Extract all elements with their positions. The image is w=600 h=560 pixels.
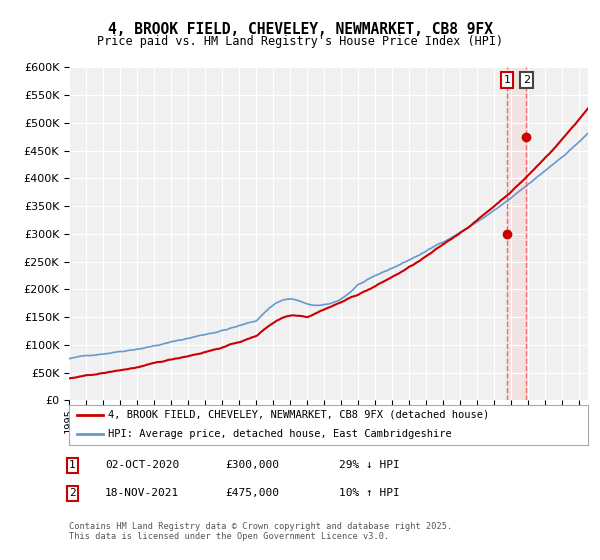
Text: 1: 1 [69, 460, 76, 470]
Text: Contains HM Land Registry data © Crown copyright and database right 2025.
This d: Contains HM Land Registry data © Crown c… [69, 522, 452, 542]
Text: 1: 1 [503, 75, 511, 85]
Text: 02-OCT-2020: 02-OCT-2020 [105, 460, 179, 470]
Text: 18-NOV-2021: 18-NOV-2021 [105, 488, 179, 498]
Text: Price paid vs. HM Land Registry's House Price Index (HPI): Price paid vs. HM Land Registry's House … [97, 35, 503, 48]
Text: 2: 2 [69, 488, 76, 498]
Text: 4, BROOK FIELD, CHEVELEY, NEWMARKET, CB8 9FX (detached house): 4, BROOK FIELD, CHEVELEY, NEWMARKET, CB8… [108, 410, 489, 420]
Bar [507, 67, 526, 400]
Text: £300,000: £300,000 [225, 460, 279, 470]
Text: 29% ↓ HPI: 29% ↓ HPI [339, 460, 400, 470]
Text: 2: 2 [523, 75, 530, 85]
Text: 10% ↑ HPI: 10% ↑ HPI [339, 488, 400, 498]
Text: £475,000: £475,000 [225, 488, 279, 498]
Text: 4, BROOK FIELD, CHEVELEY, NEWMARKET, CB8 9FX: 4, BROOK FIELD, CHEVELEY, NEWMARKET, CB8… [107, 22, 493, 38]
Text: HPI: Average price, detached house, East Cambridgeshire: HPI: Average price, detached house, East… [108, 429, 452, 439]
